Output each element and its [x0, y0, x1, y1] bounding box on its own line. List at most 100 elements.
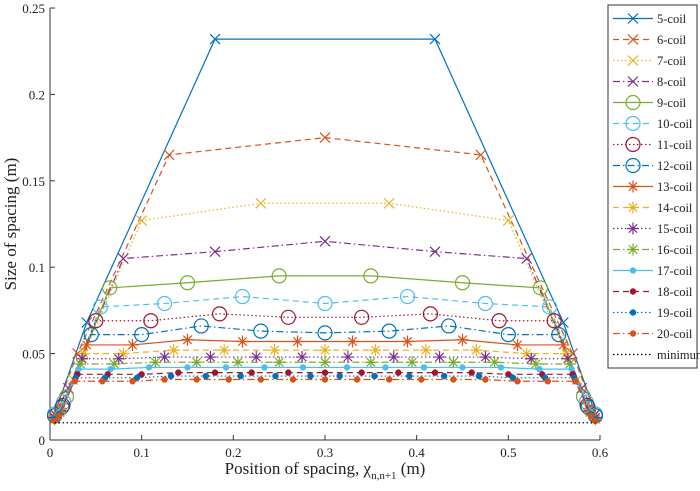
legend-marker	[627, 201, 639, 214]
legend-marker	[629, 267, 637, 274]
data-point	[71, 378, 78, 385]
data-point	[418, 376, 425, 383]
data-point	[126, 338, 139, 351]
data-point	[450, 376, 457, 383]
data-point	[532, 280, 549, 296]
data-point	[557, 338, 570, 351]
data-point	[296, 351, 309, 364]
data-point	[319, 356, 331, 369]
data-point	[431, 369, 439, 376]
series-line	[54, 339, 596, 418]
data-point	[138, 371, 145, 378]
data-point	[459, 364, 466, 371]
legend-label: 13-coil	[657, 180, 693, 194]
data-point	[156, 295, 173, 312]
x-label-subscript: n,n+1	[371, 470, 396, 482]
y-tick-label: 0.2	[29, 87, 45, 102]
legend-label: 9-coil	[657, 96, 687, 110]
data-point	[193, 376, 200, 383]
y-tick-label: 0.15	[22, 174, 45, 189]
data-point	[75, 365, 82, 373]
data-point	[502, 215, 514, 226]
data-point	[88, 313, 104, 329]
data-point	[470, 344, 483, 357]
data-point	[136, 215, 148, 226]
data-point	[454, 275, 471, 291]
legend-label: 16-coil	[657, 243, 693, 257]
data-point	[83, 326, 99, 343]
data-point	[117, 253, 129, 264]
data-point	[218, 344, 231, 357]
data-point	[74, 357, 87, 370]
data-point	[387, 351, 400, 364]
series-line	[54, 378, 596, 422]
series-line	[54, 295, 596, 415]
data-point	[250, 351, 263, 364]
x-tick-label: 0.4	[409, 445, 426, 460]
series-line	[54, 38, 596, 415]
data-point	[163, 149, 175, 161]
data-point	[190, 356, 203, 369]
data-point	[497, 364, 505, 371]
data-point	[211, 369, 219, 376]
data-point	[529, 357, 542, 370]
data-point	[321, 376, 329, 383]
data-point	[202, 372, 210, 380]
data-point	[382, 364, 389, 371]
x-tick-label: 0.2	[225, 445, 241, 460]
x-label-unit: (m)	[397, 459, 426, 478]
data-point	[520, 347, 533, 360]
data-point	[422, 306, 439, 322]
data-point	[544, 378, 551, 385]
data-point	[521, 253, 533, 264]
series-line	[54, 325, 596, 417]
data-point	[129, 378, 136, 385]
data-point	[479, 351, 492, 364]
series-line	[54, 313, 596, 417]
data-point	[477, 295, 494, 312]
data-point	[291, 335, 304, 348]
data-point	[204, 351, 217, 364]
data-point	[371, 372, 378, 380]
data-point	[364, 356, 377, 369]
data-point	[80, 338, 93, 351]
x-tick-label: 0.5	[500, 445, 516, 460]
data-point	[134, 326, 150, 343]
data-point	[175, 369, 182, 376]
data-point	[158, 351, 171, 364]
x-tick-label: 0	[47, 445, 54, 460]
data-point	[101, 280, 118, 296]
data-point	[511, 338, 524, 351]
data-point	[145, 364, 153, 371]
legend-label: 10-coil	[657, 117, 693, 131]
data-point	[525, 352, 538, 365]
x-label-text: Position of spacing, χ	[225, 459, 372, 478]
data-point	[234, 288, 251, 305]
data-point	[319, 235, 331, 247]
data-point	[133, 374, 141, 381]
data-point	[231, 356, 244, 369]
legend-label: 20-coil	[657, 327, 693, 341]
data-point	[225, 376, 232, 383]
data-point	[341, 351, 354, 364]
data-point	[429, 246, 441, 258]
data-point	[560, 347, 573, 360]
legend-marker	[627, 55, 639, 66]
data-point	[179, 275, 196, 291]
legend-marker	[629, 288, 637, 295]
data-point	[167, 344, 180, 357]
data-point	[261, 364, 268, 371]
data-point	[193, 318, 209, 334]
legend-marker	[625, 136, 641, 153]
data-point	[500, 326, 516, 343]
series-line	[54, 375, 596, 420]
data-point	[237, 372, 244, 380]
series-line	[54, 366, 596, 420]
legend-marker	[627, 180, 639, 193]
data-point	[358, 369, 365, 376]
data-point	[587, 412, 595, 420]
data-point	[429, 33, 441, 45]
legend-label: 7-coil	[657, 54, 687, 68]
data-point	[112, 352, 125, 365]
data-point	[568, 365, 575, 373]
